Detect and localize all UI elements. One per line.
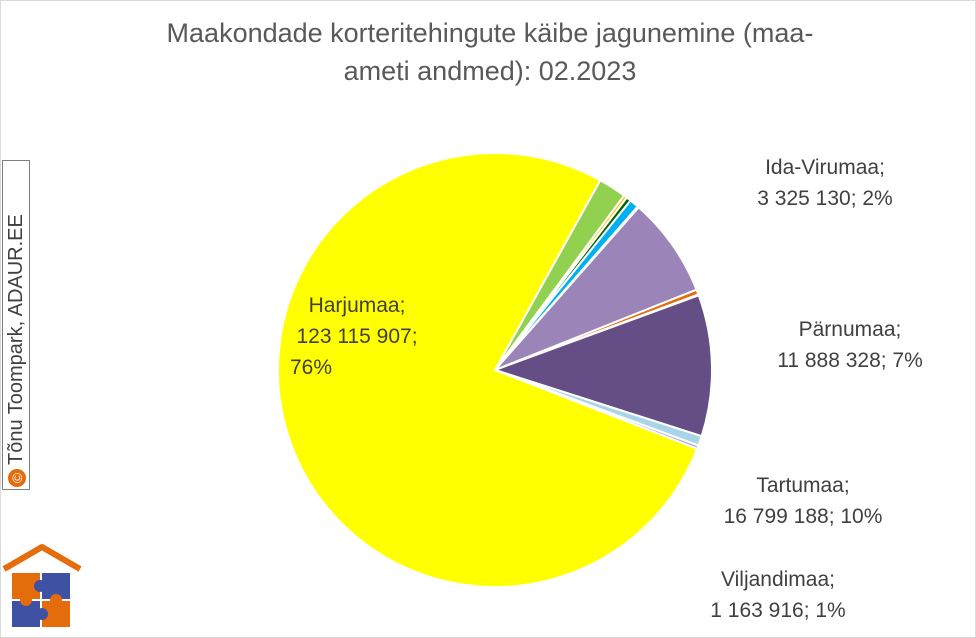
pie-slice-harjumaa [277, 152, 699, 588]
label-harjumaa-name: Harjumaa; [308, 294, 406, 317]
label-viljandimaa-value: 1 163 916; 1% [710, 599, 846, 622]
adaur-puzzle-house-logo [2, 544, 82, 627]
copyright-icon: © [7, 469, 26, 487]
label-viljandimaa: Viljandimaa; 1 163 916; 1% [694, 564, 862, 626]
label-parnumaa: Pärnumaa; 11 888 328; 7% [764, 314, 936, 376]
label-ida-virumaa: Ida-Virumaa; 3 325 130; 2% [740, 152, 910, 214]
label-parnumaa-value: 11 888 328; 7% [777, 349, 923, 372]
chart-title-line-1: Maakondade korteritehingute käibe jagune… [166, 18, 814, 48]
label-harjumaa: Harjumaa; 123 115 907; 76% [282, 290, 432, 383]
label-ida-virumaa-value: 3 325 130; 2% [757, 187, 893, 210]
copyright-watermark: © Tõnu Toompark, ADAUR.EE [2, 160, 30, 490]
pie-slice-tartumaa [491, 293, 713, 438]
label-tartumaa-value: 16 799 188; 10% [723, 505, 883, 528]
chart-title: Maakondade korteritehingute käibe jagune… [110, 14, 870, 90]
label-harjumaa-value: 123 115 907; [296, 325, 418, 348]
pie-slice-p-rnumaa [494, 205, 698, 371]
label-harjumaa-percent: 76% [290, 356, 333, 379]
watermark-text: Tõnu Toompark, ADAUR.EE [5, 214, 27, 465]
label-viljandimaa-name: Viljandimaa; [720, 568, 835, 591]
label-ida-virumaa-name: Ida-Virumaa; [765, 156, 885, 179]
label-parnumaa-name: Pärnumaa; [798, 318, 902, 341]
chart-title-line-2: ameti andmed): 02.2023 [343, 56, 637, 86]
label-tartumaa-name: Tartumaa; [756, 474, 850, 497]
label-tartumaa: Tartumaa; 16 799 188; 10% [710, 470, 896, 532]
